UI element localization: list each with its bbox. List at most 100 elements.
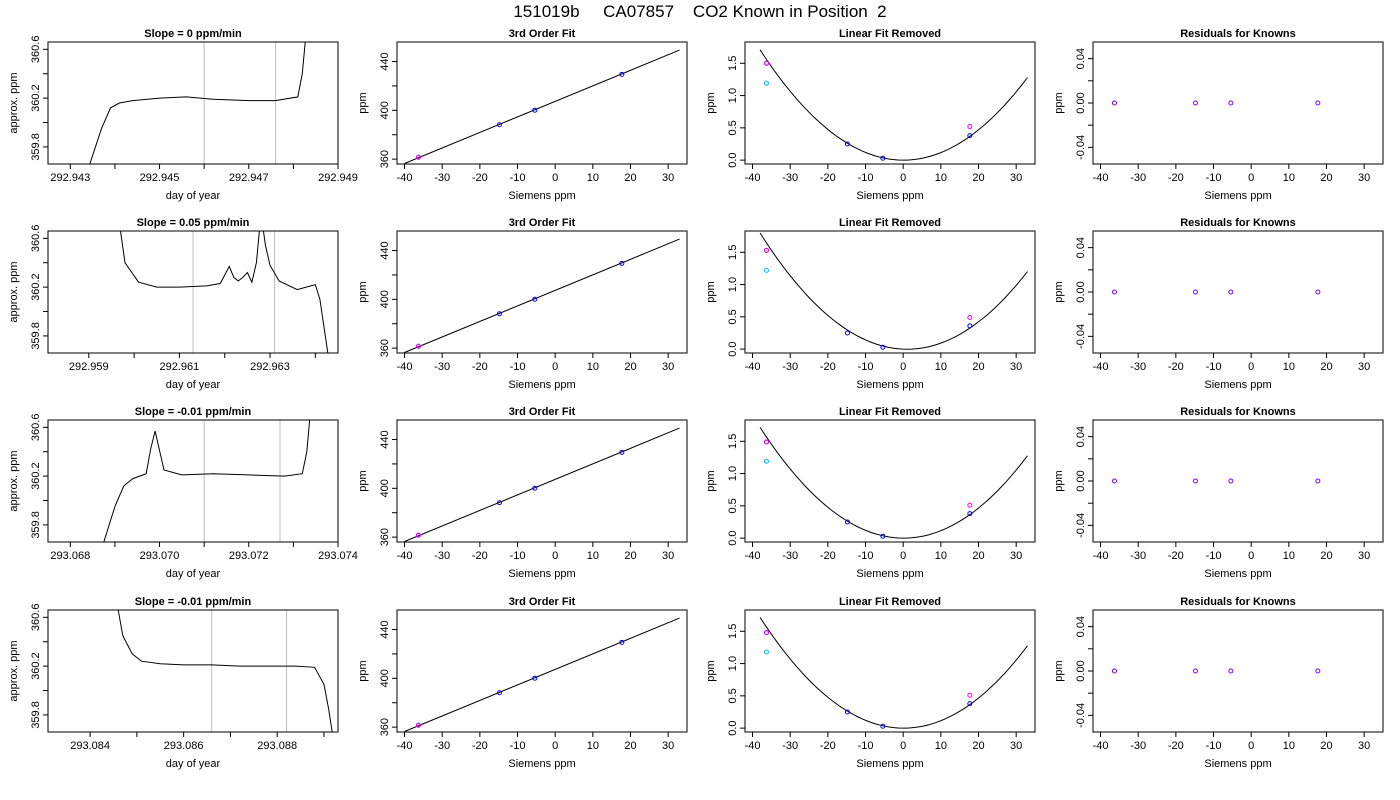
panel-1-4-plot-frame [1092,41,1384,165]
panel-2-4-x-tick-label-8: 30 [1358,361,1370,373]
panel-4-2-y-axis-label: ppm [357,660,369,681]
panel-4-4-y-axis-label: ppm [1053,660,1065,681]
panel-3-1-y-tick-label-1: 359.8 [30,511,42,539]
panel-4-3-x-axis-label: Siemens ppm [856,758,923,770]
panel-1-3-y-tick-label-1: 0.0 [727,152,739,167]
panel-4-2-y-tick-label-5: 440 [379,620,391,638]
panel-1-3-x-tick-label-7: 20 [972,172,984,184]
panel-4-3-plot-frame [744,609,1036,733]
panel-1-2-y-tick-label-5: 440 [379,52,391,70]
panel-4-3-x-tick-label-2: -30 [782,740,798,752]
panel-4-3-y-tick-label-1: 0.0 [727,720,739,735]
panel-4-2-x-tick-label-8: 30 [662,740,674,752]
panel-3-3-point-3-2 [967,502,973,508]
panel-1-3-x-tick-label-5: 0 [900,172,906,184]
panel-1-2-x-tick-label-2: -30 [434,172,450,184]
panel-3-1-x-tick-label-1: 293.068 [50,550,90,562]
panel-3-3-plot-frame [744,419,1036,543]
panel-4-2-point-2-1 [415,722,421,728]
panel-4-1-y-tick-label-5: 360.6 [30,604,42,632]
panel-3-3-x-tick-label-2: -30 [782,550,798,562]
panel-4-4-x-tick-label-3: -20 [1168,740,1184,752]
panel-4-4-y-tick-label-1: -0.04 [1075,703,1087,728]
panel-1-4-x-axis-label: Siemens ppm [1204,190,1271,202]
panel-1-3-point-1-2 [844,141,850,147]
panel-3-1-y-tick-label-3: 360.2 [30,462,42,490]
panel-2-3-y-tick-label-1: 0.0 [727,341,739,356]
panel-3-2-x-axis-label: Siemens ppm [508,568,575,580]
panel-3-3-point-2-1 [763,458,769,464]
panel-2-3-point-1-4 [967,323,973,329]
panel-1-3-title: Linear Fit Removed [839,28,941,40]
panel-3-3-x-tick-label-5: 0 [900,550,906,562]
panel-1-4-y-axis-label: ppm [1053,92,1065,113]
panel-4-1-x-tick-label-1: 293.084 [70,740,110,752]
panel-1-3-y-tick-label-4: 1.5 [727,56,739,71]
panel-2-4-plot-frame [1092,230,1384,354]
panel-4-4-y-tick-label-3: 0.00 [1075,660,1087,681]
panel-3-3-x-tick-label-6: 10 [935,550,947,562]
panel-1-4-x-tick-label-4: -10 [1206,172,1222,184]
panel-1-2-x-tick-label-6: 10 [587,172,599,184]
panel-2-1-x-tick-label-3: 292.961 [160,361,200,373]
panel-1-2-plot-frame [396,41,688,165]
panel-1-3-y-tick-label-2: 0.5 [727,120,739,135]
panel-2-4-title: Residuals for Knowns [1180,217,1296,229]
panel-3-2-x-tick-label-2: -30 [434,550,450,562]
panel-1-4-x-tick-label-8: 30 [1358,172,1370,184]
panel-1-2-x-tick-label-5: 0 [552,172,558,184]
panel-4-4-x-tick-label-7: 20 [1320,740,1332,752]
panel-2-2-x-tick-label-3: -20 [472,361,488,373]
panel-3-2-x-tick-label-6: 10 [587,550,599,562]
panel-1-2-point-1-4 [619,71,625,77]
panel-2-3: Linear Fit Removed -40 -30 -20 -10 0 10 20 30 0.0… [705,217,1036,391]
panel-4-1-title: Slope = -0.01 ppm/min [135,596,252,608]
panel-4-4-point-1-4 [1315,668,1321,674]
panel-4-3-x-tick-label-8: 30 [1010,740,1022,752]
panel-1-2-point-1-3 [532,107,538,113]
panel-1-2-point-2-1 [415,154,421,160]
panel-4-3-y-tick-label-2: 0.5 [727,688,739,703]
panel-4-4-plot-frame [1092,609,1384,733]
panel-1-3-point-2-1 [763,80,769,86]
panel-3-1-series-line-1 [103,420,311,542]
panel-3-1-x-tick-label-3: 293.070 [140,550,180,562]
panel-3-4-x-axis-label: Siemens ppm [1204,568,1271,580]
panel-4-3-point-2-1 [763,649,769,655]
panel-3-4-title: Residuals for Knowns [1180,406,1296,418]
panel-2-4-x-tick-label-3: -20 [1168,361,1184,373]
panel-2-1-y-axis-label: approx. ppm [8,261,20,322]
panel-3-2-y-tick-label-1: 360 [379,528,391,546]
panel-3-4-plot-frame [1092,419,1384,543]
panel-2-4-x-tick-label-2: -30 [1130,361,1146,373]
panel-1-3-point-1-3 [880,155,886,161]
panel-4-1-x-axis-label: day of year [166,758,221,770]
panel-4-2-fit-curve [404,617,680,732]
panel-2-1-title: Slope = 0.05 ppm/min [137,217,250,229]
panel-1-3-point-1-4 [967,133,973,139]
panel-3-1-y-tick-label-5: 360.6 [30,414,42,442]
panel-1-3-x-tick-label-4: -10 [858,172,874,184]
panel-4-4-x-tick-label-6: 10 [1283,740,1295,752]
panel-2-4-point-1-2 [1192,289,1198,295]
panel-2-3-x-tick-label-4: -10 [858,361,874,373]
panel-4-3-x-tick-label-4: -10 [858,740,874,752]
panel-4-1: Slope = -0.01 ppm/min 293.084 293.086 293.0… [8,596,339,770]
panel-4-3-point-3-2 [967,692,973,698]
panel-3-1-y-axis-label: approx. ppm [8,450,20,511]
panel-1-4-x-tick-label-2: -30 [1130,172,1146,184]
panel-2-4-y-axis-label: ppm [1053,281,1065,302]
panel-4-4-x-tick-label-4: -10 [1206,740,1222,752]
panel-2-4-point-1-4 [1315,289,1321,295]
panel-1-3-x-tick-label-6: 10 [935,172,947,184]
panel-4-4-x-tick-label-5: 0 [1248,740,1254,752]
panel-3-2-x-tick-label-3: -20 [472,550,488,562]
panel-3-4-y-tick-label-1: -0.04 [1075,513,1087,538]
panel-2-1: Slope = 0.05 ppm/min 292.959 292.961 292.96… [8,217,339,391]
panel-2-2-x-tick-label-2: -30 [434,361,450,373]
panel-3-2-point-1-4 [619,449,625,455]
panel-3-4-y-tick-label-3: 0.00 [1075,470,1087,491]
panel-4-3-x-tick-label-7: 20 [972,740,984,752]
panel-2-3-x-axis-label: Siemens ppm [856,379,923,391]
